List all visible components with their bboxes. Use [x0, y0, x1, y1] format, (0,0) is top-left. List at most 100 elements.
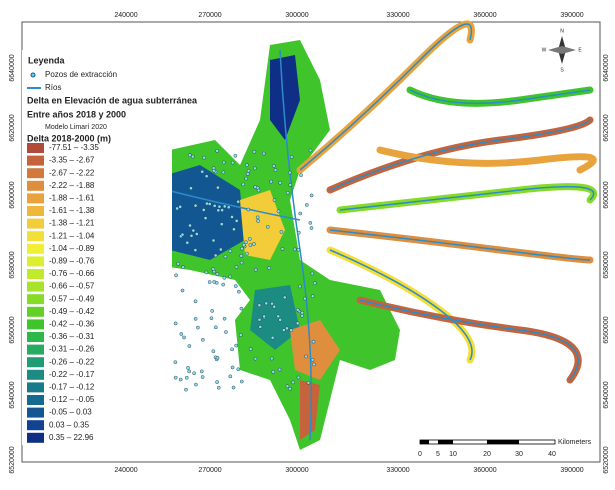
well [222, 316, 227, 321]
well [228, 274, 232, 279]
scale-label: 30 [515, 451, 523, 458]
legend-class-label: -0.17 – -0.12 [49, 383, 95, 392]
well [230, 215, 234, 219]
well [212, 168, 216, 173]
well [239, 379, 244, 384]
well [226, 205, 231, 210]
well [216, 185, 220, 190]
well [239, 306, 244, 311]
legend-swatch [27, 193, 44, 204]
well [267, 266, 271, 270]
well [310, 294, 315, 299]
legend-swatch [27, 206, 44, 216]
y-coord-right: 6520000 [603, 446, 610, 473]
well [304, 354, 308, 359]
well [216, 385, 221, 390]
well [244, 176, 248, 181]
y-coord-left: 6620000 [9, 114, 16, 141]
well [240, 246, 244, 251]
scale-bar [419, 439, 556, 445]
well [276, 209, 281, 214]
well [298, 284, 302, 289]
well [296, 230, 301, 235]
well [228, 249, 233, 253]
legend-subheading: Entre años 2018 y 2000 [27, 109, 126, 119]
west-label: W [542, 47, 547, 53]
well [180, 288, 185, 293]
legend-class-label: 0.35 – 22.96 [49, 433, 94, 442]
well [188, 223, 192, 228]
legend-swatch [27, 243, 44, 254]
well [246, 207, 251, 212]
well [211, 238, 216, 243]
well [219, 247, 223, 252]
well [216, 208, 221, 213]
well [282, 328, 286, 332]
legend-swatch [27, 281, 44, 292]
well [306, 380, 311, 385]
well [298, 211, 303, 216]
well [182, 335, 186, 340]
well [195, 232, 199, 236]
well [253, 185, 257, 189]
well [221, 170, 226, 175]
well [193, 203, 198, 208]
well [310, 358, 315, 362]
legend-swatch [27, 407, 44, 418]
well [203, 216, 208, 220]
legend-swatch [27, 420, 44, 431]
well [270, 301, 274, 306]
well [252, 242, 256, 246]
well [217, 204, 222, 209]
well [282, 295, 287, 300]
x-coord-top: 330000 [386, 12, 409, 19]
y-coord-right: 6540000 [603, 381, 610, 408]
well [245, 251, 249, 256]
well [228, 374, 233, 379]
legend-swatch [27, 344, 44, 355]
scale-label: 10 [449, 451, 457, 458]
legend-class-label: -0.89 – -0.76 [49, 257, 95, 266]
scale-label: 5 [436, 451, 440, 458]
well [234, 343, 238, 348]
well [211, 349, 216, 354]
well [309, 193, 314, 198]
scale-label: 40 [548, 451, 556, 458]
well [230, 160, 235, 165]
y-coord-left: 6580000 [9, 251, 16, 278]
legend-swatch [27, 306, 44, 317]
wells [173, 148, 317, 392]
well [239, 260, 244, 265]
well [179, 332, 184, 336]
y-coord-right: 6600000 [603, 181, 610, 208]
y-coord-right: 6620000 [603, 114, 610, 141]
well [265, 224, 270, 229]
x-coord-bottom: 240000 [114, 467, 137, 474]
well [220, 208, 224, 212]
well [201, 337, 205, 342]
well [231, 385, 236, 390]
well [248, 347, 253, 351]
well [291, 380, 295, 385]
well [236, 367, 241, 372]
well [289, 155, 294, 159]
legend-swatch [27, 180, 44, 191]
well [213, 325, 218, 330]
well [245, 163, 249, 167]
east-label: E [578, 47, 582, 53]
well [215, 272, 220, 276]
scale-label: 0 [418, 451, 422, 458]
well [312, 362, 316, 367]
legend-class-label: -0.57 – -0.49 [49, 294, 95, 303]
well [293, 247, 297, 252]
well [287, 170, 292, 175]
legend-swatch [27, 231, 44, 242]
well [211, 267, 216, 271]
well [295, 321, 300, 326]
scale-unit: Kilometers [558, 439, 592, 446]
well [252, 150, 257, 154]
well [213, 253, 218, 258]
well [222, 276, 227, 280]
well [173, 321, 178, 326]
legend-swatch [27, 332, 44, 342]
